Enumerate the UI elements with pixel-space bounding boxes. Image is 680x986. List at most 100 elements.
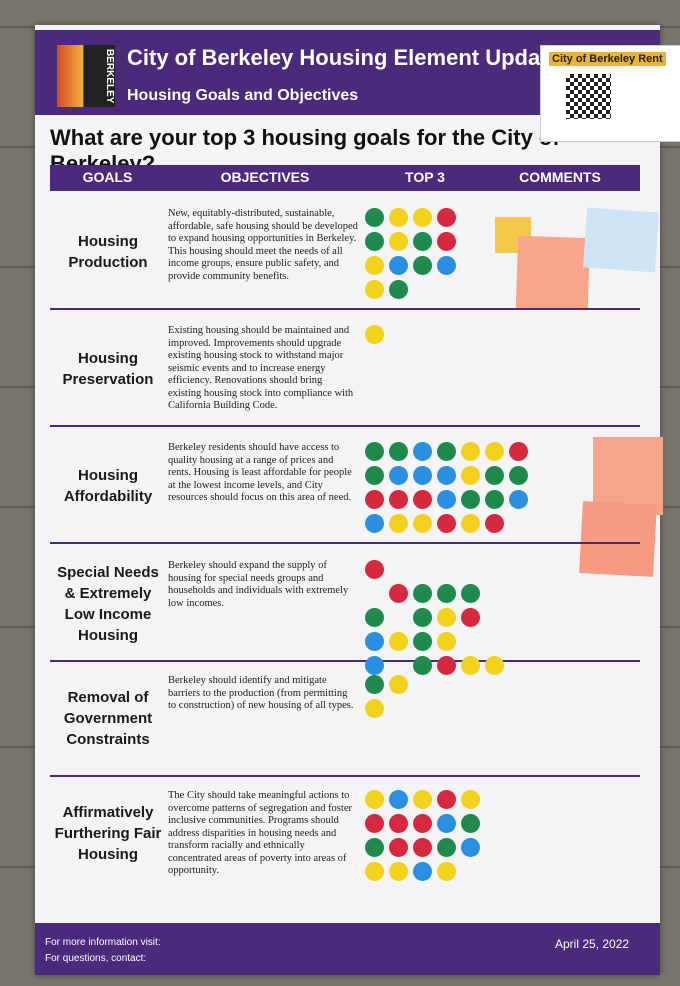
vote-dot [365,838,384,857]
column-header: OBJECTIVES [220,169,310,185]
vote-dot [437,656,456,675]
vote-dot [437,814,456,833]
vote-dot [365,656,384,675]
goal: Housing Preservation [62,349,154,388]
poster: BERKELEY City of Berkeley Housing Elemen… [35,25,663,975]
objective: Existing housing should be maintained an… [168,325,354,411]
vote-dot [389,466,408,485]
goal: Special Needs & Extremely Low Income Hou… [57,563,159,644]
vote-dot [365,466,384,485]
vote-dot [437,790,456,809]
vote-dot [413,208,432,227]
vote-dot [365,514,384,533]
table-header [50,165,640,191]
row-separator [50,425,640,427]
vote-dot [389,256,408,275]
vote-dot [389,280,408,299]
title: City of Berkeley Housing Element Update [127,45,560,70]
column-header: TOP 3 [405,169,445,185]
vote-dot [485,442,504,461]
footer-date: April 25, 2022 [555,937,630,951]
vote-dot [365,232,384,251]
vote-dot [365,675,384,694]
vote-dot [365,560,384,579]
vote-dot [413,490,432,509]
goal: Affirmatively Furthering Fair Housing [54,804,162,863]
footer-contact: For questions, contact: [45,953,147,964]
vote-dot [437,838,456,857]
vote-dot [365,608,384,627]
objective: Berkeley residents should have access to… [168,442,352,503]
vote-dot [437,208,456,227]
vote-dot [461,490,480,509]
vote-dot [413,656,432,675]
vote-dot [389,675,408,694]
vote-dot [485,466,504,485]
vote-dot [437,442,456,461]
qr-code [566,74,611,119]
sticky-note [579,501,657,577]
vote-dot [461,442,480,461]
vote-dot [389,584,408,603]
vote-dot [509,490,528,509]
footer-info: For more information visit: [45,937,161,948]
vote-dot [437,232,456,251]
vote-dot [389,632,408,651]
vote-dot [389,814,408,833]
vote-dot [389,862,408,881]
vote-dot [365,442,384,461]
vote-dot [365,208,384,227]
vote-dot [413,442,432,461]
vote-dot [461,656,480,675]
vote-dot [389,790,408,809]
vote-dot [365,814,384,833]
flyer-title: City of Berkeley Rent [549,52,666,66]
vote-dot [461,514,480,533]
vote-dot [509,466,528,485]
objective: Berkeley should expand the supply of hou… [168,560,349,609]
vote-dot [461,466,480,485]
vote-dot [437,490,456,509]
vote-dot [389,514,408,533]
vote-dot [413,862,432,881]
vote-dot [413,608,432,627]
vote-dot [413,632,432,651]
footer-band [35,923,660,975]
vote-dot [365,490,384,509]
row-separator [50,660,640,662]
objective: Berkeley should identify and mitigate ba… [168,675,354,711]
vote-dot [365,790,384,809]
vote-dot [461,584,480,603]
vote-dot [413,584,432,603]
column-header: COMMENTS [519,169,601,185]
vote-dot [389,490,408,509]
logo: BERKELEY [57,45,115,107]
vote-dot [461,608,480,627]
vote-dot [485,514,504,533]
row-separator [50,308,640,310]
vote-dot [461,814,480,833]
row-separator [50,775,640,777]
vote-dot [461,790,480,809]
vote-dot [389,442,408,461]
vote-dot [413,790,432,809]
vote-dot [365,280,384,299]
vote-dot [365,862,384,881]
vote-dot [437,584,456,603]
vote-dot [389,838,408,857]
vote-dot [413,514,432,533]
vote-dot [389,208,408,227]
vote-dot [413,838,432,857]
vote-dot [437,608,456,627]
vote-dot [461,838,480,857]
vote-dot [389,232,408,251]
vote-dot [485,656,504,675]
vote-dot [437,632,456,651]
objective: The City should take meaningful actions … [168,790,352,876]
vote-dot [437,862,456,881]
goal: Housing Production [68,232,148,271]
vote-dot [365,632,384,651]
subtitle: Housing Goals and Objectives [127,87,359,104]
column-header: GOALS [82,169,133,185]
goal: Housing Affordability [63,466,153,505]
